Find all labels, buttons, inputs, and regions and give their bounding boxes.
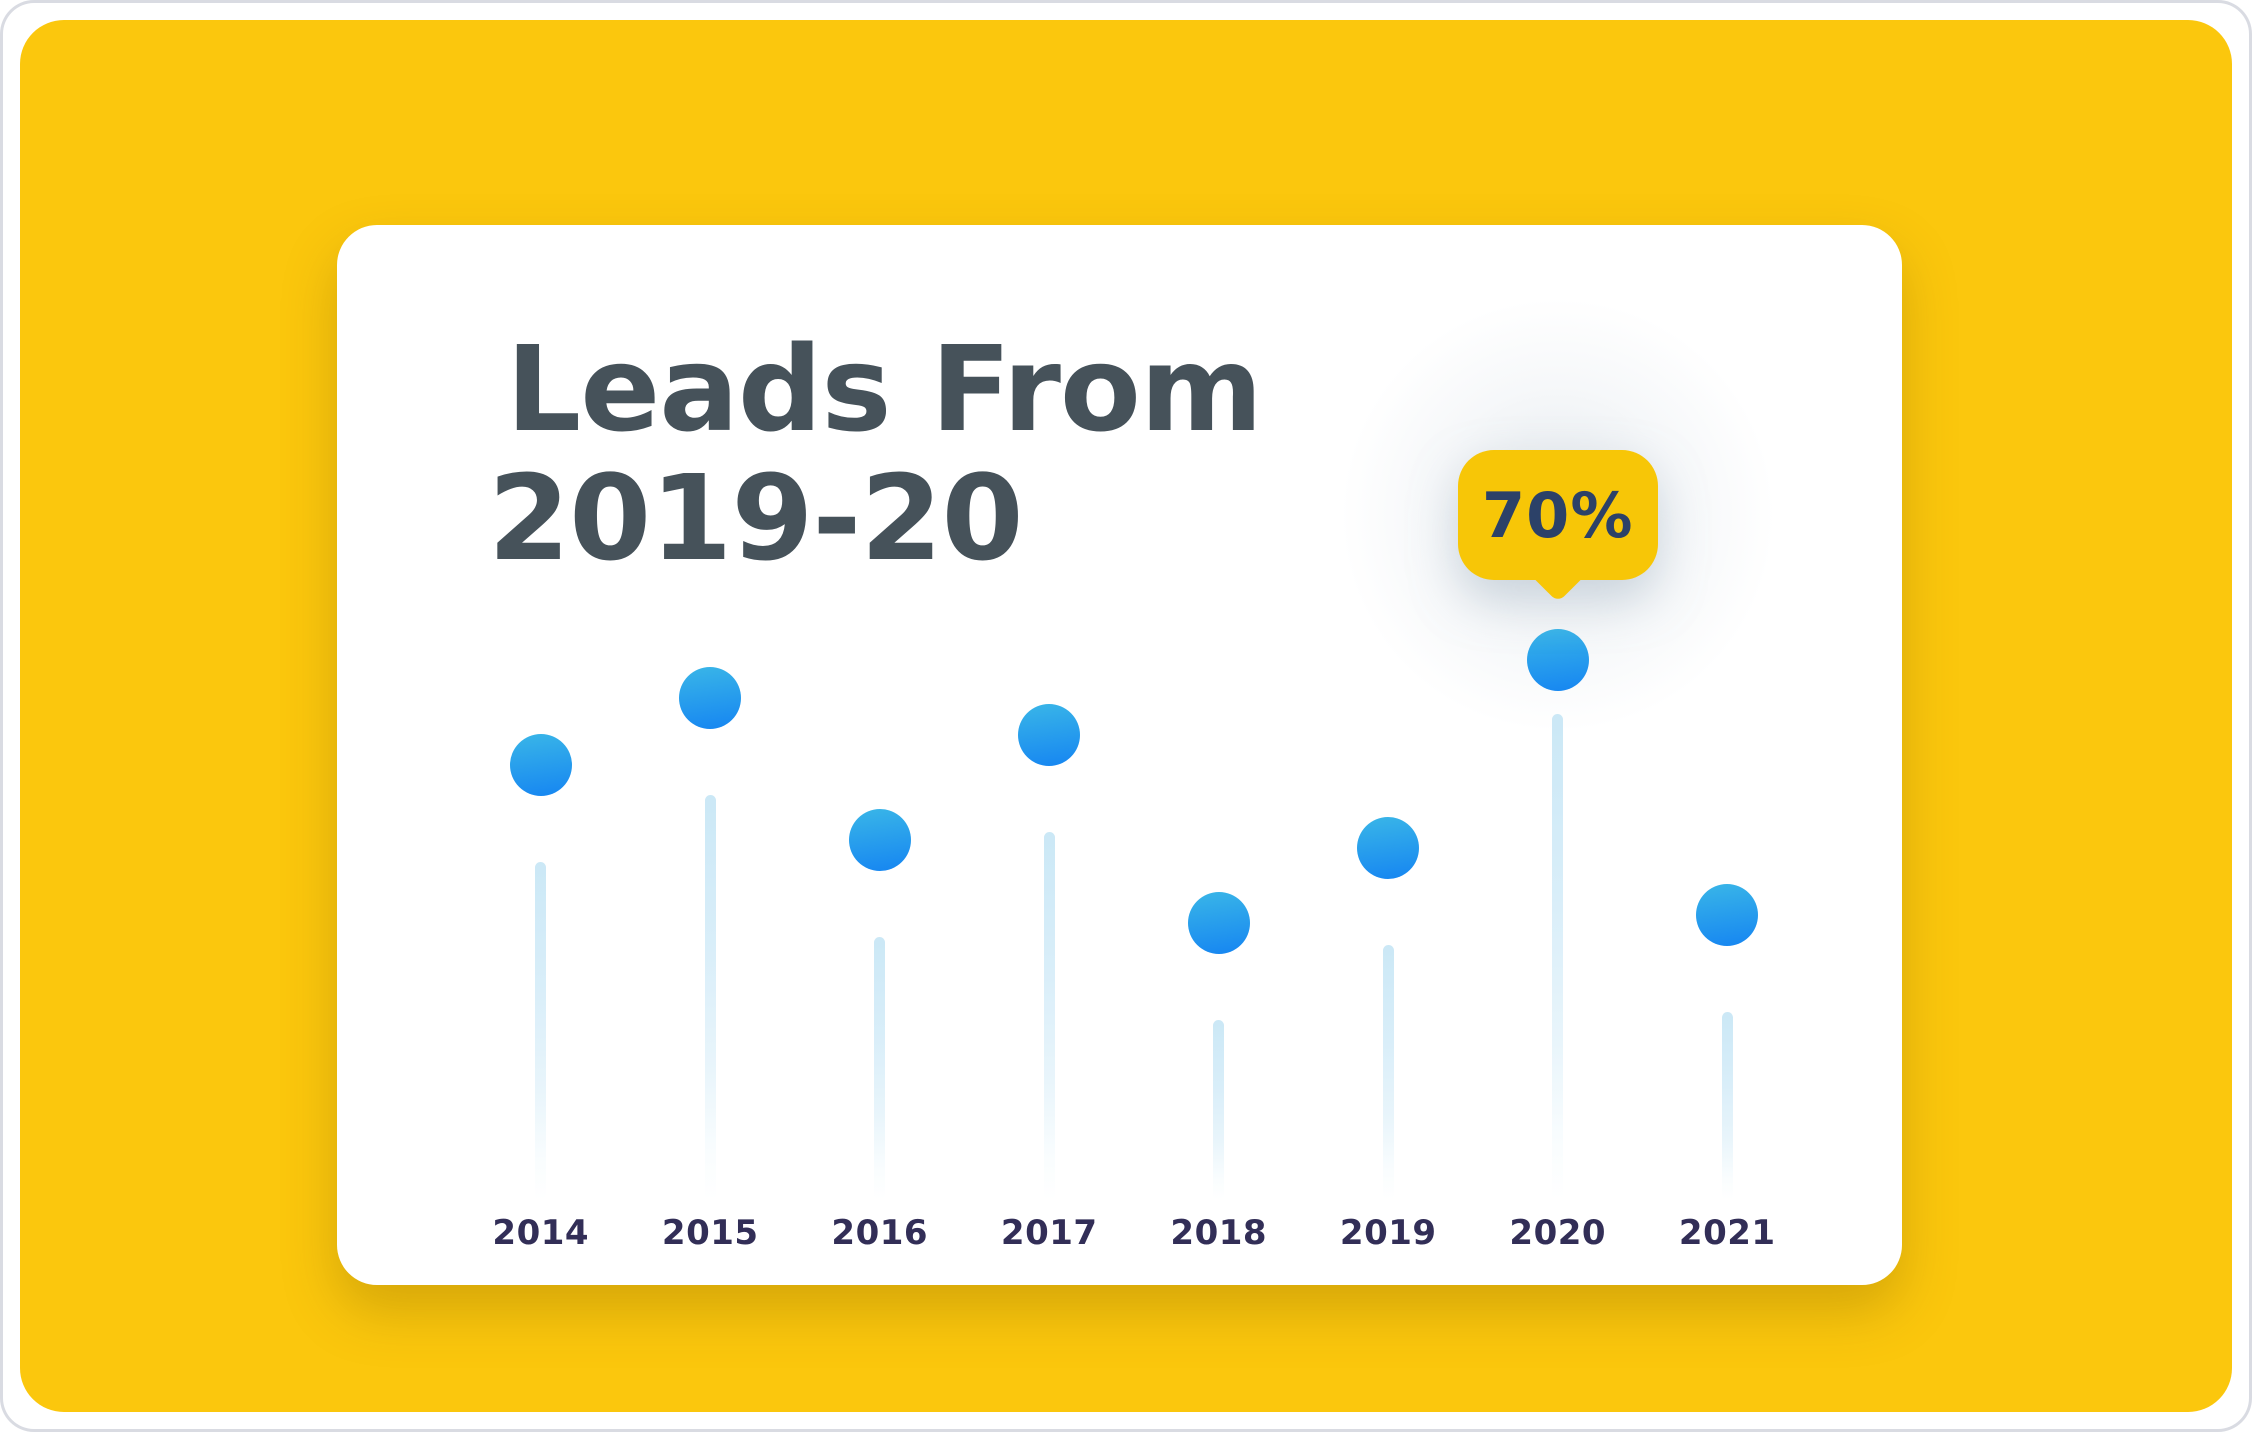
data-point-dot	[1187, 891, 1250, 954]
x-axis-label: 2021	[1678, 1213, 1776, 1253]
chart-title-line1: Leads From	[506, 320, 1263, 458]
lollipop-stem	[1043, 832, 1055, 1200]
chart-column: 2016	[795, 225, 965, 1285]
data-point-dot	[1018, 704, 1081, 766]
lollipop-chart: 2014 2015 2016 2017 2018 2019 70% 2020 2021	[337, 225, 1902, 1285]
x-axis-label: 2018	[1170, 1213, 1268, 1253]
x-axis-label: 2016	[831, 1213, 929, 1253]
lollipop-stem	[874, 937, 886, 1200]
lollipop-stem	[1552, 714, 1564, 1200]
lollipop-stem	[1213, 1019, 1225, 1200]
data-point-dot	[1696, 884, 1759, 946]
x-axis-label: 2020	[1509, 1213, 1607, 1253]
chart-column: 2017	[965, 225, 1135, 1285]
lollipop-stem	[535, 862, 547, 1200]
x-axis-label: 2017	[1000, 1213, 1098, 1253]
x-axis-label: 2014	[492, 1213, 590, 1253]
chart-title-line2: 2019-20	[488, 448, 1024, 587]
chart-column: 70% 2020	[1317, 225, 1798, 1285]
data-point-dot	[509, 734, 572, 796]
lollipop-stem	[1721, 1012, 1733, 1200]
data-point-dot	[848, 809, 911, 871]
chart-column: 2014	[456, 225, 626, 1285]
data-point-dot	[1526, 629, 1589, 691]
lollipop-stem	[704, 794, 716, 1200]
lollipop-stem	[1382, 944, 1394, 1200]
chart-column: 2021	[1643, 225, 1813, 1285]
yellow-background-panel: Leads From 2019-20 2014 2015 2016 2017 2018 2…	[20, 20, 2232, 1412]
callout-bubble: 70%	[1457, 450, 1658, 603]
callout-value-label: 70%	[1482, 478, 1634, 552]
chart-column: 2019	[1304, 225, 1474, 1285]
x-axis-label: 2019	[1339, 1213, 1437, 1253]
data-point-dot	[1357, 816, 1420, 879]
chart-title: Leads From 2019-20	[488, 320, 1263, 587]
chart-card: Leads From 2019-20 2014 2015 2016 2017 2018 2…	[337, 225, 1902, 1285]
chart-column: 2015	[626, 225, 796, 1285]
chart-column: 2018	[1134, 225, 1304, 1285]
data-point-dot	[679, 666, 742, 729]
x-axis-label: 2015	[661, 1213, 759, 1253]
